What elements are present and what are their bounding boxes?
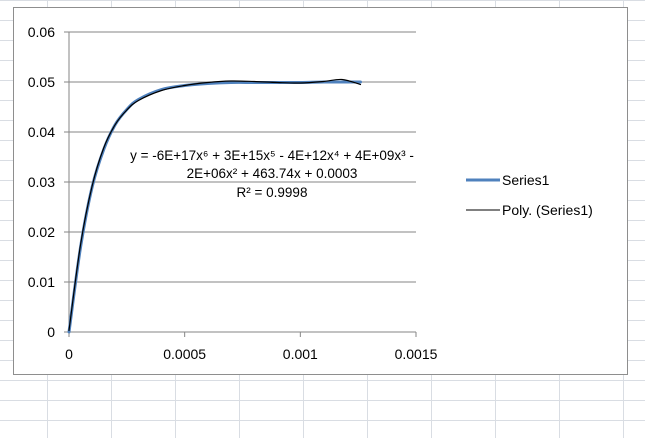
- series-layer: [67, 78, 362, 334]
- y-tick-label: 0.04: [28, 124, 55, 140]
- x-tick-label: 0: [65, 346, 73, 362]
- y-tick-label: 0.03: [28, 174, 55, 190]
- x-tick-label: 0.0005: [163, 346, 206, 362]
- trendline-equation-line-1: y = -6E+17x⁶ + 3E+15x⁵ - 4E+12x⁴ + 4E+09…: [130, 148, 414, 163]
- legend[interactable]: Series1 Poly. (Series1): [466, 172, 593, 218]
- x-tick-label: 0.001: [283, 346, 318, 362]
- trendline-equation: y = -6E+17x⁶ + 3E+15x⁵ - 4E+12x⁴ + 4E+09…: [130, 148, 414, 200]
- legend-trendline-label: Poly. (Series1): [502, 202, 593, 218]
- trendline-equation-line-2: 2E+06x² + 463.74x + 0.0003: [187, 166, 358, 181]
- y-tick-label: 0.05: [28, 74, 55, 90]
- legend-series1-label: Series1: [502, 172, 550, 188]
- trendline-r-squared: R² = 0.9998: [237, 185, 308, 200]
- y-tick-label: 0.06: [28, 24, 55, 40]
- y-tick-label: 0.01: [28, 274, 55, 290]
- series1-line[interactable]: [67, 80, 362, 334]
- x-axis-ticks: 0 0.0005 0.001 0.0015: [65, 332, 438, 362]
- chart-area[interactable]: [13, 7, 628, 375]
- y-tick-label: 0.02: [28, 224, 55, 240]
- trendline-line[interactable]: [68, 78, 362, 332]
- y-tick-label: 0: [47, 324, 55, 340]
- x-tick-label: 0.0015: [395, 346, 438, 362]
- y-axis-ticks: 0 0.01 0.02 0.03 0.04 0.05 0.06: [28, 24, 69, 340]
